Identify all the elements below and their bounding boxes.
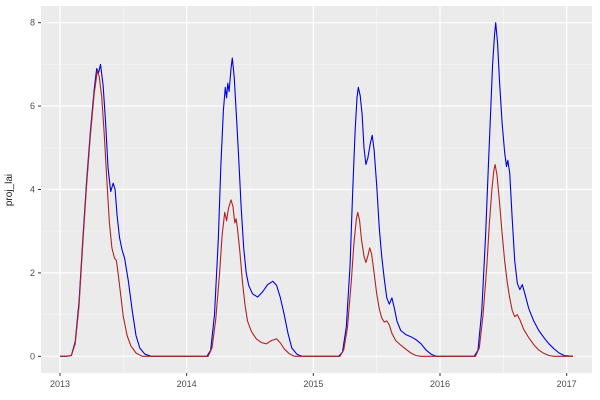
y-tick-label: 4 (30, 185, 35, 195)
series-line-red (60, 70, 573, 357)
y-tick-label: 8 (30, 18, 35, 28)
x-tick-label: 2017 (557, 379, 577, 389)
y-tick-label: 0 (30, 351, 35, 361)
y-axis-title: proj_lai (4, 174, 15, 206)
x-tick-label: 2013 (50, 379, 70, 389)
x-tick-label: 2016 (430, 379, 450, 389)
x-tick-label: 2015 (303, 379, 323, 389)
series-group (60, 22, 574, 357)
x-tick-label: 2014 (177, 379, 197, 389)
axes-group: 2013 2014 2015 2016 2017 0 2 4 6 8 (30, 18, 577, 389)
y-tick-label: 6 (30, 101, 35, 111)
series-line-blue (60, 22, 574, 357)
y-tick-label: 2 (30, 268, 35, 278)
